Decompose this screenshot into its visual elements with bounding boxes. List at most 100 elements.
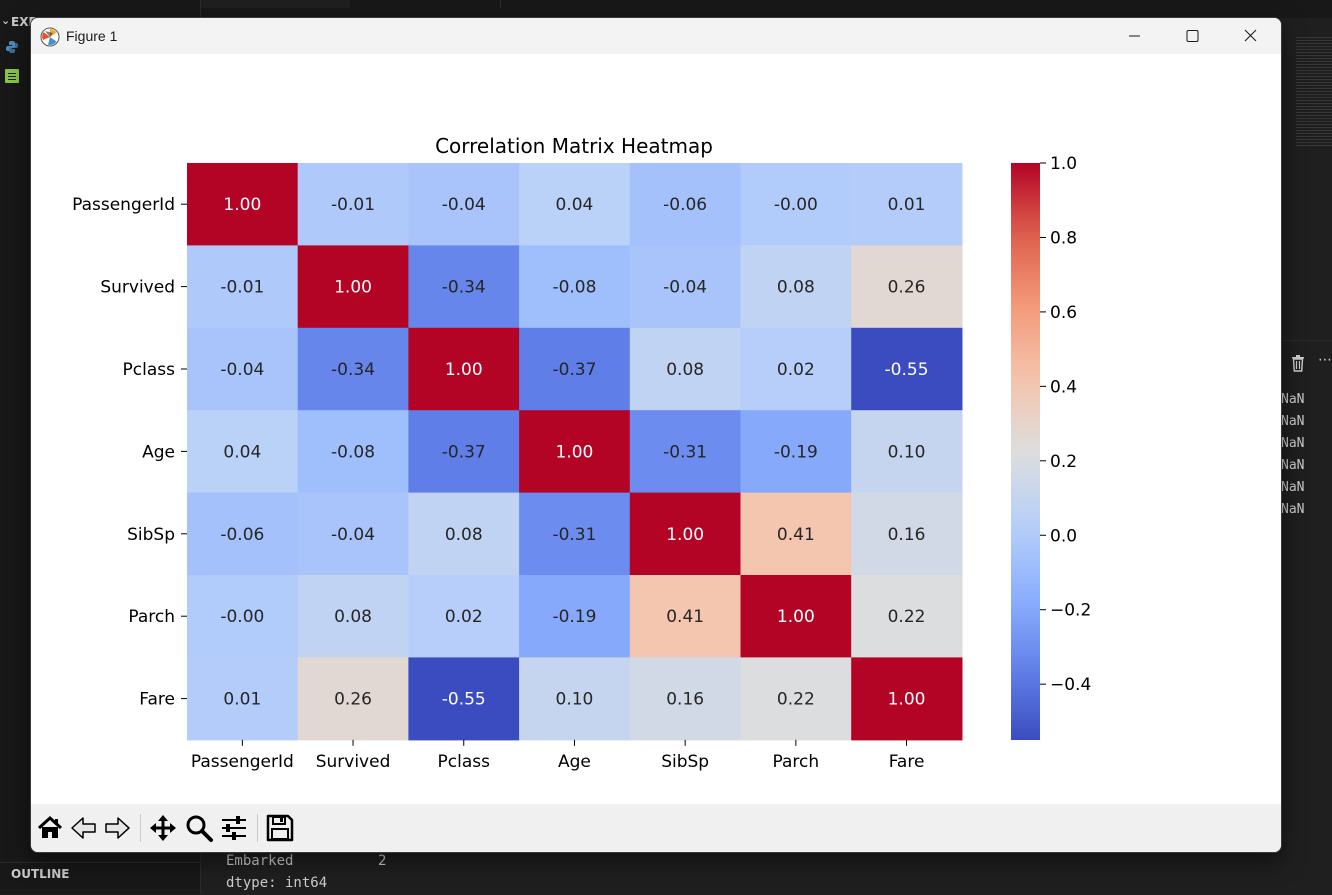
heatmap-cell: [629, 492, 742, 576]
save-icon[interactable]: [265, 813, 295, 843]
heatmap-cell: [629, 327, 742, 411]
editor-tab[interactable]: [350, 0, 501, 8]
cell-annotation: 0.41: [666, 607, 704, 627]
x-tick-label: Age: [558, 752, 591, 772]
window-title: Figure 1: [66, 28, 118, 44]
title-bar[interactable]: Figure 1: [31, 18, 1281, 54]
heatmap-cell: [519, 492, 631, 576]
colorbar-tick-label: 1.0: [1050, 154, 1077, 174]
y-tick-label: Fare: [139, 690, 175, 710]
heatmap-cell: [297, 163, 409, 246]
terminal-line: Embarked: [226, 853, 294, 869]
cell-annotation: 0.02: [777, 360, 815, 380]
outline-section-header[interactable]: OUTLINE: [0, 862, 200, 885]
editor-tab[interactable]: [200, 0, 351, 8]
python-file-icon[interactable]: [5, 40, 19, 54]
heatmap-cell: [629, 575, 742, 658]
cell-annotation: -0.08: [331, 442, 375, 462]
heatmap-cell: [629, 410, 742, 494]
heatmap-cell: [629, 657, 742, 741]
cell-annotation: -0.06: [663, 195, 707, 215]
heatmap-cell: [519, 657, 631, 741]
x-tick-label: Survived: [316, 752, 391, 772]
heatmap-cell: [519, 327, 631, 411]
colorbar: [1011, 163, 1040, 740]
colorbar-tick-label: −0.4: [1050, 675, 1091, 695]
figure-window: Figure 1 Correlation Matrix Heatmap 1.00…: [31, 18, 1281, 852]
toolbar-separator: [140, 814, 141, 842]
x-tick-label: Parch: [773, 752, 820, 772]
cell-annotation: 0.22: [888, 607, 926, 627]
cell-annotation: 1.00: [666, 525, 704, 545]
y-axis-tick-labels: PassengerId Survived Pclass Age SibSp Parch Fa…: [72, 195, 187, 710]
heatmap-cell: [187, 492, 299, 576]
cell-annotation: 1.00: [445, 360, 483, 380]
cell-annotation: 0.22: [777, 690, 815, 710]
colorbar-tick-label: 0.4: [1050, 377, 1077, 397]
pan-icon[interactable]: [148, 813, 178, 843]
outline-label: OUTLINE: [11, 867, 70, 881]
cell-annotation: -0.31: [552, 525, 596, 545]
heatmap-cell: [187, 410, 299, 494]
heatmap-cell: [297, 657, 409, 741]
colorbar-tick-label: 0.2: [1050, 452, 1077, 472]
chart-title: Correlation Matrix Heatmap: [435, 134, 713, 158]
variables-panel: [1281, 340, 1332, 895]
heatmap-cell: [187, 245, 299, 329]
figure-canvas[interactable]: Correlation Matrix Heatmap 1.00 -0.01 -0.0…: [31, 54, 1281, 804]
heatmap-cell: [851, 327, 963, 411]
heatmap-cell: [740, 245, 852, 329]
cell-annotation: -0.04: [663, 278, 707, 298]
y-tick-label: Parch: [128, 607, 175, 627]
heatmap-cell: [851, 657, 963, 741]
heatmap-cell: [187, 327, 299, 411]
heatmap-cell: [519, 410, 631, 494]
cell-annotation: -0.00: [774, 195, 818, 215]
heatmap-cell: [740, 657, 852, 741]
cell-annotation: 0.01: [223, 690, 261, 710]
cell-annotation: -0.19: [774, 442, 818, 462]
heatmap-cells: [187, 163, 963, 741]
editor-tab-bar: [0, 0, 1332, 18]
y-tick-label: SibSp: [127, 525, 175, 545]
heatmap-cell: [187, 575, 299, 658]
explorer-header[interactable]: ⌄ EXP: [0, 12, 37, 32]
cell-annotation: 1.00: [888, 690, 926, 710]
maximize-button[interactable]: [1163, 18, 1221, 54]
cell-annotation: 0.16: [666, 690, 704, 710]
variable-value: NaN: [1281, 458, 1305, 473]
y-tick-label: Pclass: [123, 360, 176, 380]
colorbar-tick-label: 0.6: [1050, 303, 1077, 323]
terminal-count: 2: [378, 853, 387, 869]
minimize-button[interactable]: [1105, 18, 1163, 54]
forward-icon[interactable]: [102, 813, 132, 843]
heatmap-cell: [851, 410, 963, 494]
cell-annotation: 0.08: [445, 525, 483, 545]
y-tick-label: Age: [142, 442, 175, 462]
cell-annotation: 0.08: [666, 360, 704, 380]
trash-icon[interactable]: [1290, 354, 1306, 372]
y-tick-label: Survived: [100, 278, 175, 298]
terminal-output: Embarked 2 dtype: int64: [226, 850, 386, 894]
cell-annotation: -0.55: [442, 690, 486, 710]
cell-annotation: -0.00: [220, 607, 264, 627]
home-icon[interactable]: [35, 813, 65, 843]
heatmap-cell: [851, 245, 963, 329]
heatmap-cell: [297, 410, 409, 494]
cell-annotation: -0.01: [331, 195, 375, 215]
close-button[interactable]: [1221, 18, 1279, 54]
spreadsheet-file-icon[interactable]: [5, 69, 19, 83]
more-actions-icon[interactable]: ⋯: [1318, 352, 1332, 368]
cell-annotation: 0.16: [888, 525, 926, 545]
cell-annotation: 0.04: [556, 195, 594, 215]
back-icon[interactable]: [69, 813, 99, 843]
heatmap-cell: [408, 163, 520, 246]
cell-annotation: 0.26: [334, 690, 372, 710]
minimap[interactable]: [1296, 36, 1332, 146]
heatmap-cell: [851, 575, 963, 658]
zoom-icon[interactable]: [184, 813, 214, 843]
x-tick-label: SibSp: [661, 752, 709, 772]
configure-subplots-icon[interactable]: [219, 813, 249, 843]
cell-annotation: -0.01: [220, 278, 264, 298]
cell-annotation: -0.04: [331, 525, 375, 545]
